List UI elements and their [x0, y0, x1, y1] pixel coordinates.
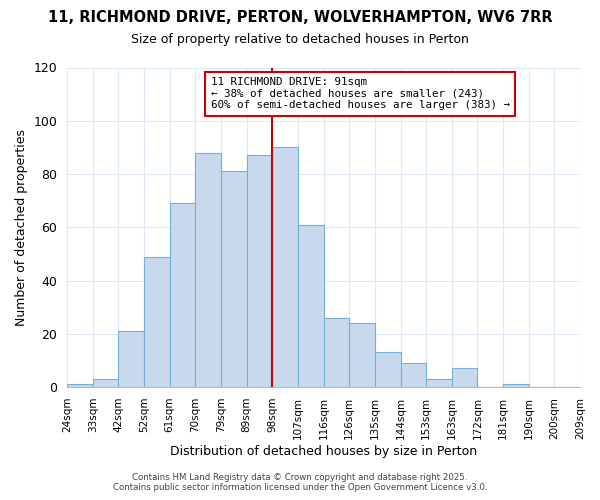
Bar [170, 204, 196, 387]
Text: Size of property relative to detached houses in Perton: Size of property relative to detached ho… [131, 32, 469, 46]
Text: Contains HM Land Registry data © Crown copyright and database right 2025.
Contai: Contains HM Land Registry data © Crown c… [113, 473, 487, 492]
Bar [503, 384, 529, 387]
Bar [67, 384, 93, 387]
Text: 11 RICHMOND DRIVE: 91sqm
← 38% of detached houses are smaller (243)
60% of semi-: 11 RICHMOND DRIVE: 91sqm ← 38% of detach… [211, 77, 510, 110]
Bar [401, 363, 426, 387]
Bar [375, 352, 401, 387]
Bar [323, 318, 349, 387]
Bar [196, 152, 221, 387]
Bar [144, 256, 170, 387]
X-axis label: Distribution of detached houses by size in Perton: Distribution of detached houses by size … [170, 444, 477, 458]
Bar [93, 379, 118, 387]
Bar [247, 156, 272, 387]
Bar [272, 148, 298, 387]
Bar [298, 224, 323, 387]
Y-axis label: Number of detached properties: Number of detached properties [15, 129, 28, 326]
Bar [349, 323, 375, 387]
Bar [118, 331, 144, 387]
Text: 11, RICHMOND DRIVE, PERTON, WOLVERHAMPTON, WV6 7RR: 11, RICHMOND DRIVE, PERTON, WOLVERHAMPTO… [47, 10, 553, 25]
Bar [452, 368, 478, 387]
Bar [426, 379, 452, 387]
Bar [221, 172, 247, 387]
